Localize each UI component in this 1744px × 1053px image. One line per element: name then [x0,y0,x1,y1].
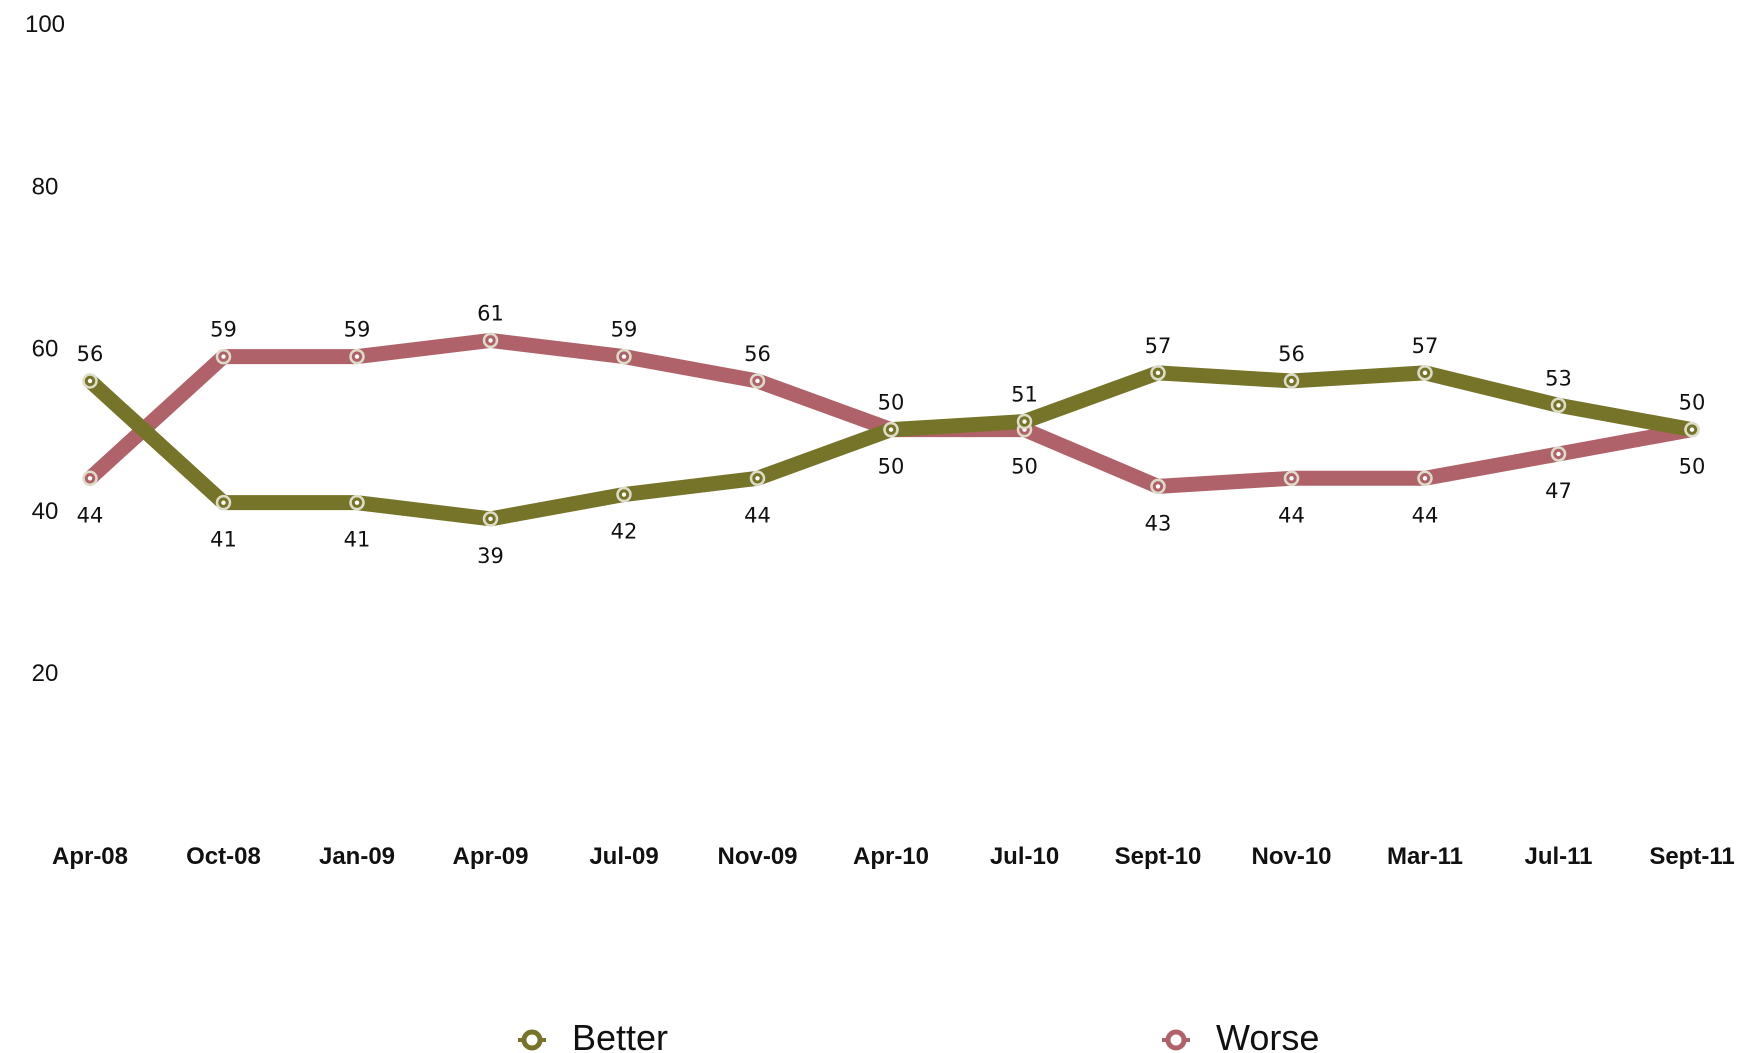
data-label-better-nov-09: 44 [744,503,771,527]
x-tick-label-nov-10: Nov-10 [1251,843,1331,870]
data-point-better-nov-09 [749,470,766,487]
data-labels: 56 44 41 59 41 59 39 61 42 59 44 56 50 50 51 50 57 43 56 44… [77,301,1706,567]
data-label-worse-jul-10: 50 [1011,455,1038,479]
data-point-better-nov-10 [1283,373,1300,389]
data-point-better-oct-08 [215,494,232,511]
x-tick-label-mar-11: Mar-11 [1387,843,1463,870]
data-point-better-apr-10 [883,421,899,438]
x-tick-label-oct-08: Oct-08 [186,843,261,870]
x-tick-label-jan-09: Jan-09 [319,843,395,870]
data-label-better-sept-11: 50 [1679,455,1706,479]
legend-marker-worse [1165,1029,1187,1051]
data-point-worse-nov-09 [749,373,766,389]
plot-markers [82,332,1700,527]
data-label-worse-apr-09: 61 [477,301,504,325]
data-label-worse-sept-10: 43 [1145,511,1172,535]
data-point-worse-apr-09 [482,332,499,349]
data-label-worse-jul-09: 59 [611,318,638,342]
data-label-better-apr-10: 50 [878,455,905,479]
x-tick-label-nov-09: Nov-09 [717,843,797,870]
data-point-better-apr-09 [482,511,499,527]
data-label-worse-oct-08: 59 [210,318,237,342]
y-tick-label-20: 20 [32,660,59,687]
x-tick-label-sept-10: Sept-10 [1115,843,1202,870]
data-point-better-jul-09 [616,486,632,503]
legend-item-better: Better [518,1017,668,1053]
data-point-worse-jul-09 [616,348,632,365]
x-axis: Apr-08 Oct-08 Jan-09 Apr-09 Jul-09 Nov-09 Apr-… [52,843,1735,870]
legend-label-worse: Worse [1216,1017,1319,1053]
data-label-worse-apr-08: 44 [77,503,104,527]
data-point-worse-oct-08 [215,348,232,365]
data-label-better-jul-09: 42 [611,520,638,544]
x-tick-label-apr-08: Apr-08 [52,843,128,870]
x-tick-label-jul-09: Jul-09 [589,843,658,870]
data-label-worse-nov-10: 44 [1278,503,1305,527]
data-label-worse-nov-09: 56 [744,342,771,366]
data-point-worse-mar-11 [1417,470,1433,487]
data-point-better-mar-11 [1417,365,1433,381]
y-axis: 20 40 60 80 100 [25,11,65,687]
data-label-better-jul-11: 53 [1545,366,1572,390]
y-tick-label-60: 60 [32,336,59,363]
data-label-worse-mar-11: 44 [1412,503,1439,527]
legend: Better Worse [518,1017,1319,1053]
data-point-worse-sept-10 [1150,478,1166,495]
data-label-better-jan-09: 41 [344,528,371,552]
data-label-better-jul-10: 51 [1011,383,1038,407]
legend-marker-better [521,1029,543,1051]
data-label-better-sept-10: 57 [1145,334,1172,358]
y-tick-label-40: 40 [32,498,59,525]
data-point-better-jan-09 [349,494,365,511]
x-tick-label-jul-10: Jul-10 [990,843,1059,870]
data-label-worse-apr-10: 50 [878,391,905,415]
x-tick-label-apr-09: Apr-09 [452,843,528,870]
legend-label-better: Better [572,1017,668,1053]
x-tick-label-sept-11: Sept-11 [1649,843,1734,870]
data-label-better-oct-08: 41 [210,528,237,552]
y-tick-label-100: 100 [25,11,65,38]
x-tick-label-jul-11: Jul-11 [1524,843,1592,870]
data-point-better-jul-11 [1550,397,1567,414]
x-tick-label-apr-10: Apr-10 [853,843,929,870]
data-point-better-sept-10 [1150,365,1166,381]
data-label-worse-jul-11: 47 [1545,479,1572,503]
data-point-better-jul-10 [1016,413,1033,430]
data-label-better-nov-10: 56 [1278,342,1305,366]
data-point-worse-jan-09 [349,348,365,365]
data-label-worse-sept-11: 50 [1679,391,1706,415]
y-tick-label-80: 80 [32,173,59,200]
data-point-worse-apr-08 [82,470,98,487]
legend-item-worse: Worse [1162,1017,1319,1053]
data-label-worse-jan-09: 59 [344,318,371,342]
data-label-better-mar-11: 57 [1412,334,1439,358]
data-point-worse-jul-11 [1550,446,1567,462]
data-point-worse-nov-10 [1283,470,1300,487]
data-label-better-apr-08: 56 [77,342,104,366]
data-label-better-apr-09: 39 [477,544,504,568]
data-point-better-apr-08 [82,373,98,389]
data-point-better-sept-11 [1684,421,1700,438]
